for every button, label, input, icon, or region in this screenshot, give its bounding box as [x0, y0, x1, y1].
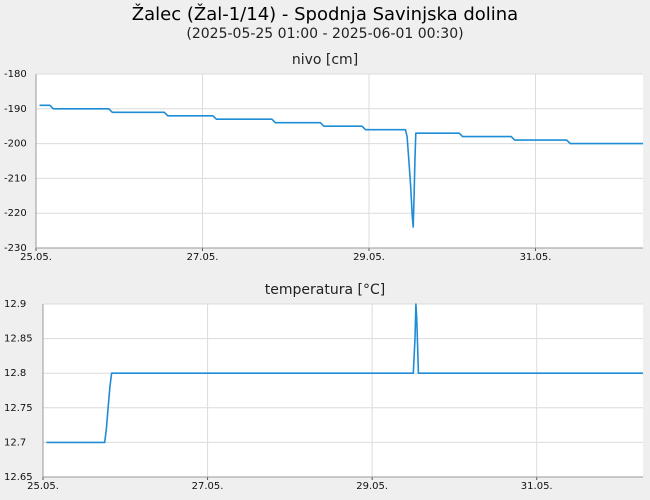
level-plot-area — [36, 74, 643, 248]
level-y-tick-label: -190 — [4, 104, 27, 115]
temperature-x-tick-label: 25.05. — [27, 481, 59, 492]
temperature-y-tick-label: 12.7 — [4, 437, 26, 448]
chart-title: Žalec (Žal-1/14) - Spodnja Savinjska dol… — [131, 4, 519, 25]
chart-date-range: (2025-05-25 01:00 - 2025-06-01 00:30) — [186, 26, 464, 42]
level-x-tick-label: 31.05. — [520, 252, 552, 263]
level-y-tick-label: -180 — [4, 69, 27, 80]
temperature-y-tick-label: 12.8 — [4, 368, 26, 379]
level-panel-title: nivo [cm] — [291, 52, 359, 68]
temperature-x-tick-label: 31.05. — [521, 481, 553, 492]
temperature-x-tick-label: 27.05. — [192, 481, 224, 492]
temperature-plot-area — [43, 304, 643, 477]
level-y-tick-label: -230 — [4, 243, 27, 254]
temperature-y-tick-label: 12.65 — [4, 472, 33, 483]
temperature-y-tick-label: 12.9 — [4, 299, 26, 310]
level-x-tick-label: 27.05. — [187, 252, 219, 263]
level-y-tick-label: -210 — [4, 173, 27, 184]
temperature-y-tick-label: 12.75 — [4, 403, 33, 414]
temperature-series-line — [46, 303, 643, 444]
temperature-x-tick-label: 29.05. — [356, 481, 388, 492]
level-series-line — [39, 104, 643, 228]
level-x-tick-label: 25.05. — [20, 252, 52, 263]
level-y-tick-label: -200 — [4, 139, 27, 150]
level-x-tick-label: 29.05. — [353, 252, 385, 263]
level-y-tick-label: -220 — [4, 208, 27, 219]
temperature-y-tick-label: 12.85 — [4, 334, 33, 345]
temperature-panel-title: temperatura [°C] — [264, 282, 386, 298]
